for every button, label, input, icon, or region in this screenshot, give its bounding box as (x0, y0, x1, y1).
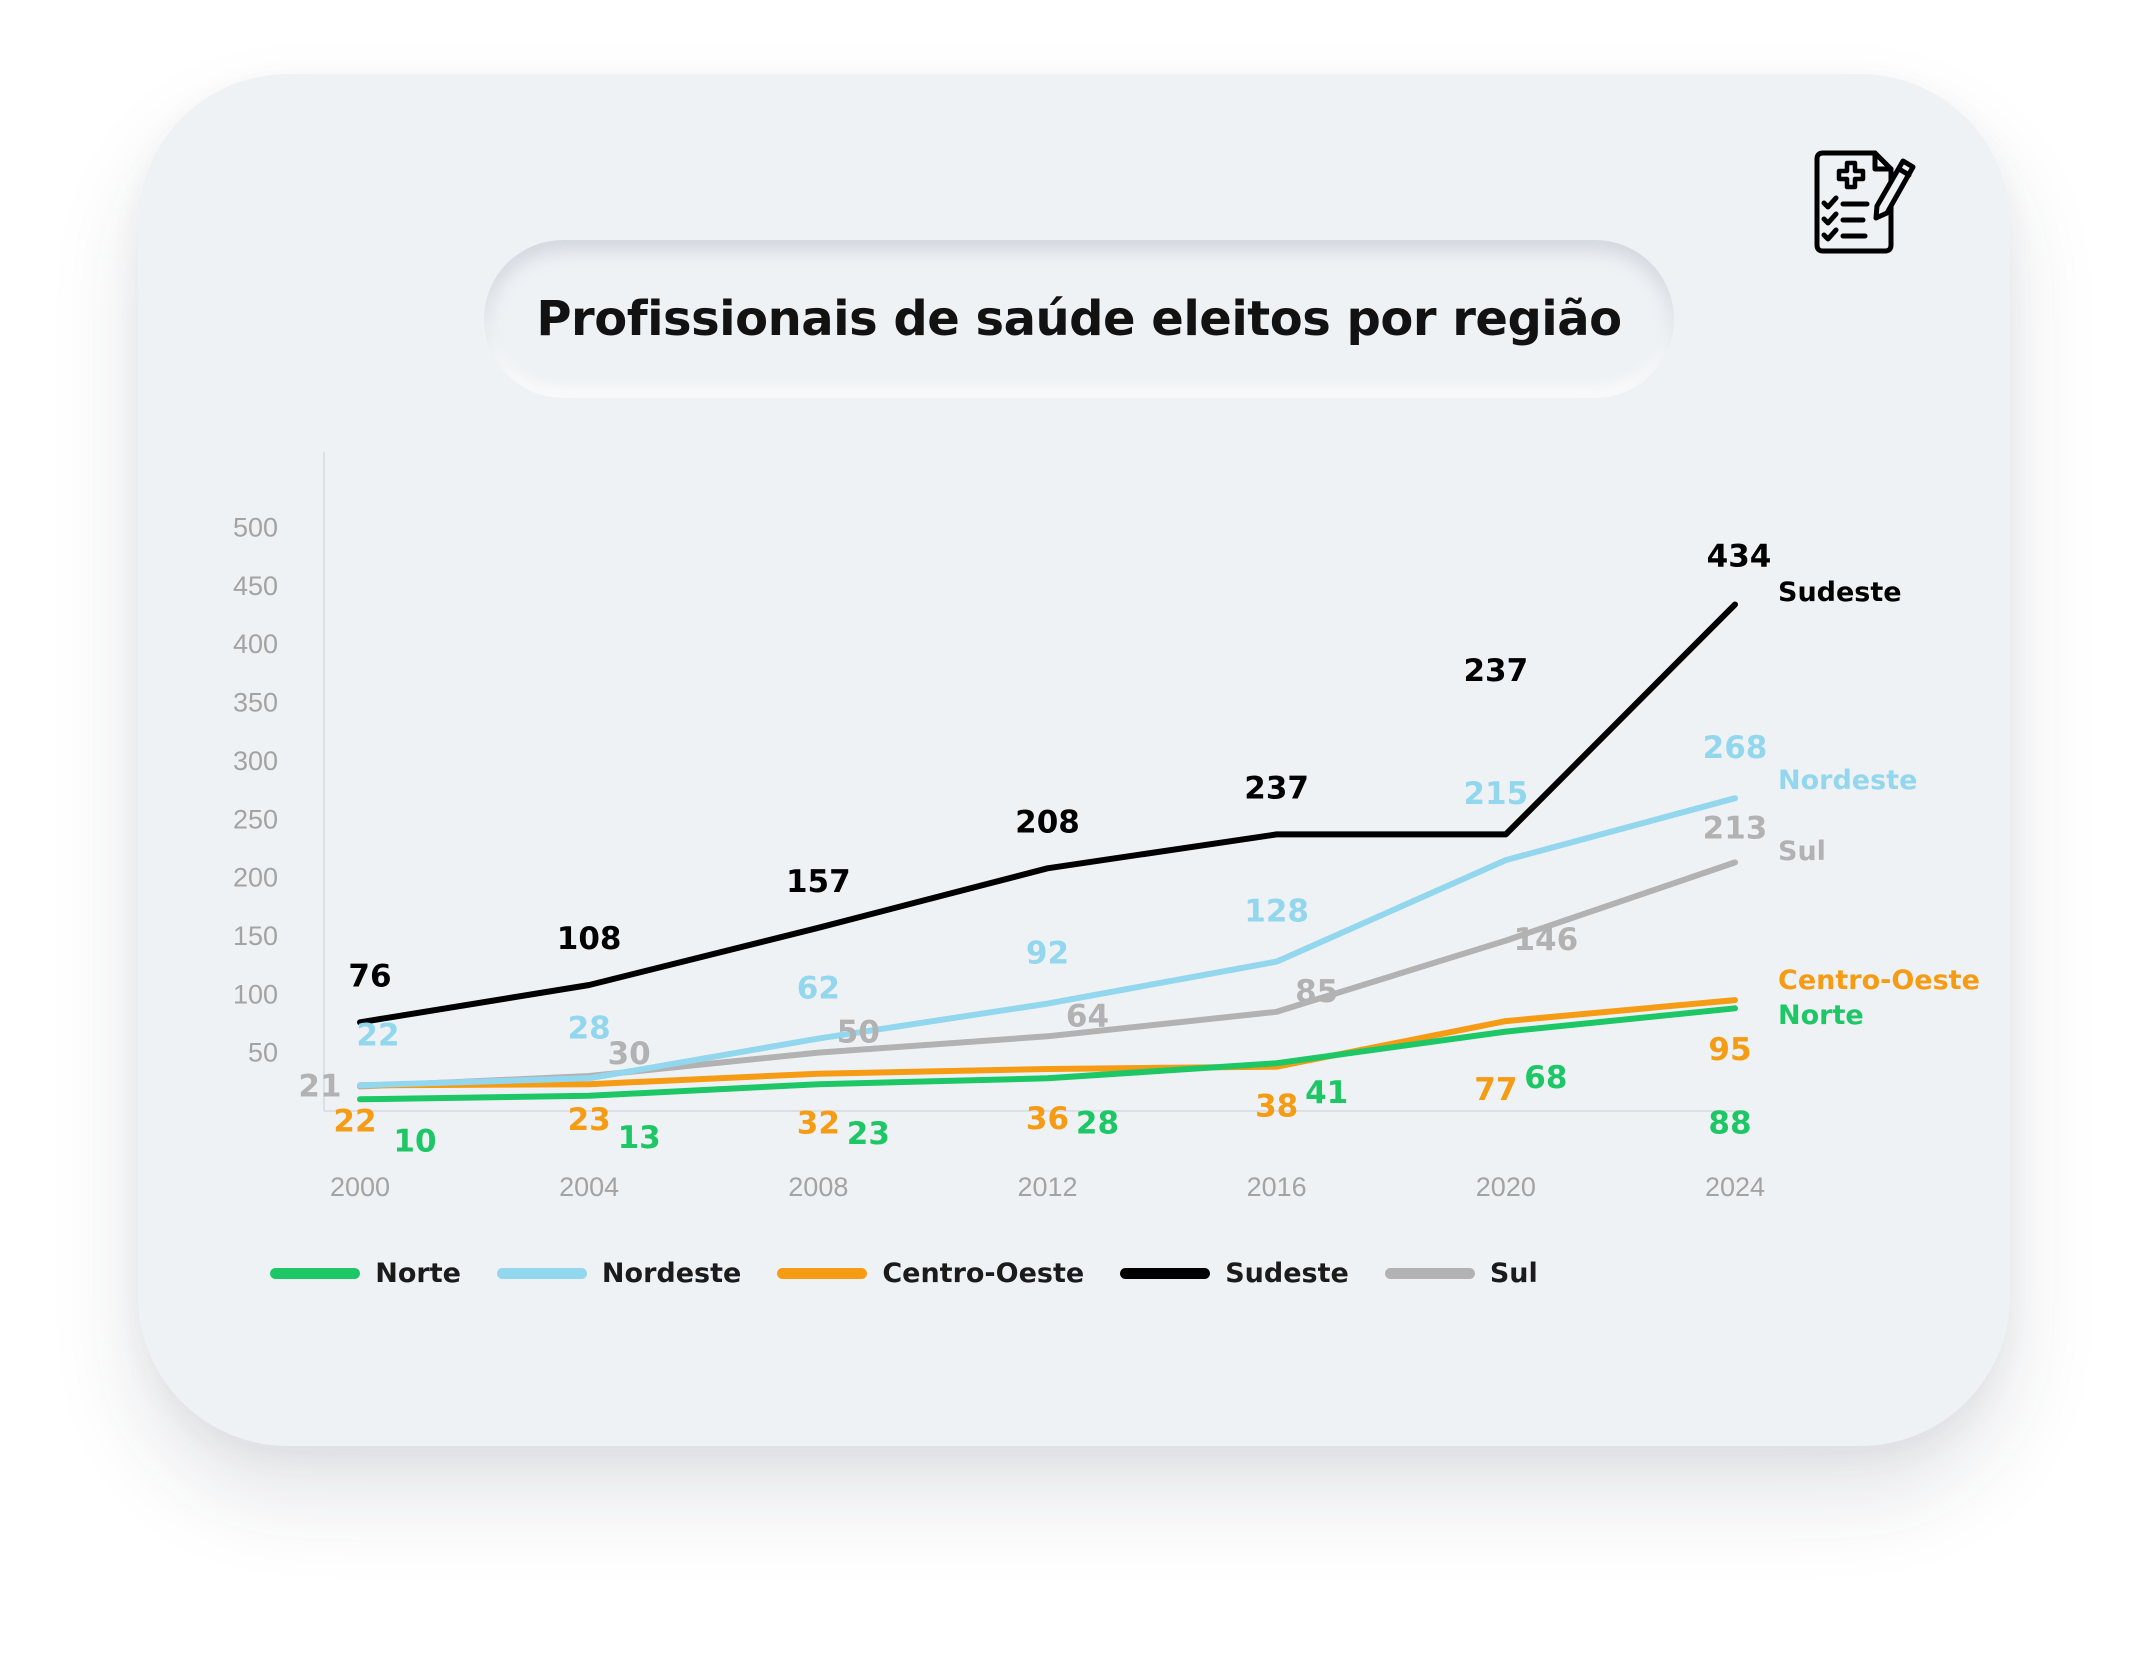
legend-swatch (1384, 1268, 1475, 1279)
legend-swatch (777, 1268, 868, 1279)
data-label-sul: 213 (1703, 810, 1768, 846)
chart-title: Profissionais de saúde eleitos por regiã… (536, 291, 1622, 347)
title-banner: Profissionais de saúde eleitos por regiã… (484, 240, 1674, 398)
x-tick-label: 2024 (1705, 1172, 1765, 1202)
data-label-centro-oeste: 38 (1255, 1089, 1298, 1125)
data-label-nordeste: 215 (1463, 776, 1528, 812)
y-tick-label: 400 (233, 629, 278, 659)
data-label-norte: 68 (1524, 1060, 1567, 1096)
series-line-sudeste (357, 601, 1738, 1026)
data-label-centro-oeste: 32 (797, 1106, 840, 1142)
data-label-sul: 50 (837, 1015, 880, 1051)
data-label-nordeste: 28 (568, 1010, 611, 1046)
data-label-sul: 85 (1295, 974, 1338, 1010)
data-label-norte: 10 (393, 1123, 436, 1159)
data-label-norte: 41 (1305, 1075, 1348, 1111)
series-line-sul (357, 859, 1738, 1090)
data-label-sudeste: 108 (557, 921, 622, 957)
legend-item-sudeste: Sudeste (1120, 1258, 1349, 1289)
y-tick-label: 300 (233, 746, 278, 776)
series-end-label-norte: Norte (1778, 1000, 1864, 1031)
data-label-norte: 88 (1708, 1105, 1751, 1141)
chart-legend: Norte Nordeste Centro-Oeste Sudeste Sul (138, 1258, 2010, 1289)
data-label-sudeste: 76 (348, 958, 391, 994)
series-end-label-sul: Sul (1778, 836, 1826, 867)
x-tick-label: 2000 (330, 1172, 390, 1202)
legend-label: Norte (375, 1258, 461, 1289)
y-tick-label: 450 (233, 571, 278, 601)
data-label-sul: 64 (1066, 998, 1109, 1034)
legend-label: Nordeste (601, 1258, 742, 1289)
data-label-sudeste: 157 (786, 864, 851, 900)
legend-label: Centro-Oeste (882, 1258, 1085, 1289)
medical-clipboard-icon (1814, 150, 1916, 254)
y-tick-label: 250 (233, 804, 278, 834)
data-label-centro-oeste: 36 (1026, 1101, 1069, 1137)
data-label-sul: 146 (1513, 922, 1578, 958)
series-end-label-nordeste: Nordeste (1778, 765, 1917, 796)
y-tick-label: 200 (233, 863, 278, 893)
series-line-centro-oeste (357, 997, 1738, 1089)
data-label-nordeste: 22 (356, 1017, 399, 1053)
data-label-sudeste: 237 (1244, 770, 1309, 806)
y-tick-label: 50 (248, 1038, 278, 1068)
series-end-label-sudeste: Sudeste (1778, 577, 1902, 608)
series-line-nordeste (357, 795, 1738, 1089)
legend-label: Sudeste (1225, 1258, 1349, 1289)
line-chart: 50 100 150 200 250 300 350 400 450 500 2000 2004 200… (233, 452, 1980, 1202)
chart-card: Profissionais de saúde eleitos por regiã… (138, 74, 2010, 1446)
data-label-centro-oeste: 22 (333, 1103, 376, 1139)
legend-item-norte: Norte (270, 1258, 461, 1289)
legend-item-sul: Sul (1384, 1258, 1538, 1289)
data-label-centro-oeste: 77 (1474, 1072, 1517, 1108)
data-label-norte: 13 (618, 1120, 661, 1156)
data-label-nordeste: 92 (1026, 936, 1069, 972)
series-line-norte (357, 1005, 1738, 1103)
x-tick-label: 2004 (559, 1172, 619, 1202)
data-label-nordeste: 62 (797, 971, 840, 1007)
legend-swatch (496, 1268, 587, 1279)
legend-item-nordeste: Nordeste (496, 1258, 742, 1289)
legend-swatch (270, 1268, 361, 1279)
legend-item-centro-oeste: Centro-Oeste (777, 1258, 1084, 1289)
y-tick-label: 350 (233, 688, 278, 718)
data-label-sul: 30 (608, 1036, 651, 1072)
data-label-norte: 23 (847, 1116, 890, 1152)
data-label-sul: 21 (298, 1068, 341, 1104)
series-end-label-centro-oeste: Centro-Oeste (1778, 965, 1980, 996)
x-tick-label: 2016 (1247, 1172, 1307, 1202)
data-label-centro-oeste: 95 (1708, 1032, 1751, 1068)
data-label-sudeste: 237 (1463, 653, 1528, 689)
y-tick-label: 150 (233, 921, 278, 951)
data-label-nordeste: 268 (1703, 730, 1768, 766)
legend-swatch (1120, 1268, 1211, 1279)
y-tick-label: 500 (233, 513, 278, 543)
data-label-norte: 28 (1076, 1105, 1119, 1141)
x-tick-label: 2020 (1476, 1172, 1536, 1202)
y-tick-label: 100 (233, 979, 278, 1009)
data-label-sudeste: 434 (1707, 539, 1772, 575)
x-tick-label: 2012 (1017, 1172, 1077, 1202)
data-label-sudeste: 208 (1015, 804, 1080, 840)
data-label-centro-oeste: 23 (568, 1102, 611, 1138)
data-label-nordeste: 128 (1244, 894, 1309, 930)
legend-label: Sul (1489, 1258, 1538, 1289)
x-tick-label: 2008 (788, 1172, 848, 1202)
